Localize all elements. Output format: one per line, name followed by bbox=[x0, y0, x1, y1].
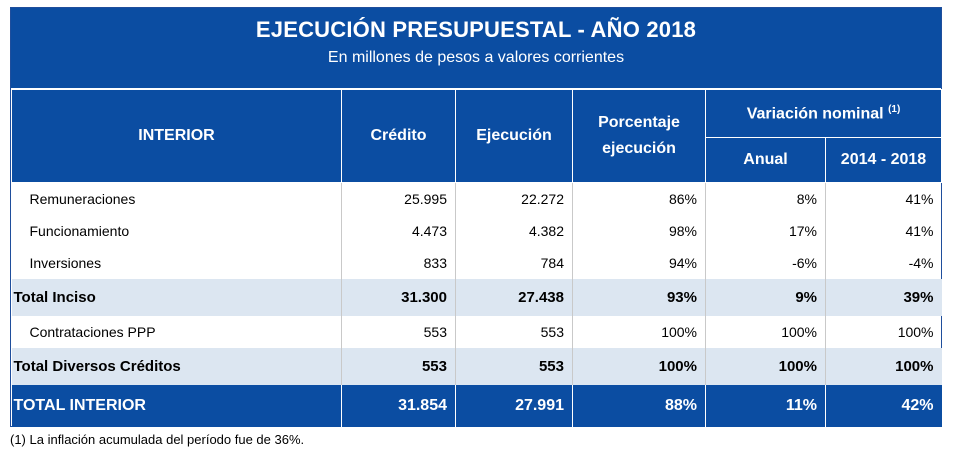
table-row: Inversiones 833 784 94% -6% -4% bbox=[11, 246, 942, 279]
cell-periodo: 100% bbox=[897, 323, 934, 340]
cell-anual: 100% bbox=[705, 347, 826, 385]
cell-periodo: -4% bbox=[908, 254, 934, 271]
header-variacion-label: Variación nominal bbox=[746, 105, 884, 123]
header-anual: Anual bbox=[705, 137, 826, 183]
table-row: Contrataciones PPP 553 553 100% 100% 100… bbox=[11, 315, 942, 348]
grand-total-row: TOTAL INTERIOR 31.854 27.991 88% 11% 42% bbox=[11, 384, 942, 427]
cell-ejecucion: 22.272 bbox=[455, 182, 573, 215]
table-row: Remuneraciones 25.995 22.272 86% 8% 41% bbox=[11, 182, 942, 215]
row-label: Remuneraciones bbox=[11, 182, 342, 215]
row-label: Contrataciones PPP bbox=[11, 315, 342, 348]
cell-ejecucion: 784 bbox=[455, 246, 573, 279]
cell-credito: 31.300 bbox=[341, 278, 456, 316]
cell-porcentaje: 86% bbox=[572, 182, 706, 215]
table-row: Funcionamiento 4.473 4.382 98% 17% 41% bbox=[11, 214, 942, 247]
cell-anual: 100% bbox=[705, 315, 826, 348]
cell-porcentaje: 98% bbox=[572, 214, 706, 247]
cell-credito: 833 bbox=[341, 246, 456, 279]
row-label: Total Inciso bbox=[11, 278, 342, 316]
row-label: Inversiones bbox=[11, 246, 342, 279]
cell-periodo: 42% bbox=[825, 384, 942, 427]
row-label: TOTAL INTERIOR bbox=[11, 384, 342, 427]
cell-periodo: 39% bbox=[825, 278, 942, 316]
budget-table: INTERIOR Crédito Ejecución Porcentaje ej… bbox=[11, 89, 942, 427]
cell-ejecucion: 553 bbox=[455, 347, 573, 385]
row-label: Total Diversos Créditos bbox=[11, 347, 342, 385]
header-periodo: 2014 - 2018 bbox=[825, 137, 942, 183]
cell-credito: 553 bbox=[341, 315, 456, 348]
cell-periodo: 100% bbox=[825, 347, 942, 385]
cell-anual: 8% bbox=[705, 182, 826, 215]
budget-table-frame: EJECUCIÓN PRESUPUESTAL - AÑO 2018 En mil… bbox=[10, 7, 942, 427]
cell-ejecucion: 27.991 bbox=[455, 384, 573, 427]
cell-periodo: 41% bbox=[905, 190, 934, 207]
cell-porcentaje: 100% bbox=[572, 347, 706, 385]
cell-porcentaje: 93% bbox=[572, 278, 706, 316]
total-row: Total Diversos Créditos 553 553 100% 100… bbox=[11, 347, 942, 385]
cell-anual: -6% bbox=[705, 246, 826, 279]
cell-porcentaje: 94% bbox=[572, 246, 706, 279]
table-subtitle: En millones de pesos a valores corriente… bbox=[327, 49, 625, 66]
cell-ejecucion: 553 bbox=[455, 315, 573, 348]
cell-anual: 11% bbox=[705, 384, 826, 427]
cell-credito: 31.854 bbox=[341, 384, 456, 427]
title-band: EJECUCIÓN PRESUPUESTAL - AÑO 2018 En mil… bbox=[11, 8, 941, 88]
cell-credito: 25.995 bbox=[341, 182, 456, 215]
footnote: (1) La inflación acumulada del período f… bbox=[10, 432, 305, 447]
cell-periodo: 41% bbox=[905, 222, 934, 239]
header-porcentaje-label: Porcentaje ejecución bbox=[598, 114, 680, 157]
total-row: Total Inciso 31.300 27.438 93% 9% 39% bbox=[11, 278, 942, 316]
header-variacion-note: (1) bbox=[888, 103, 901, 115]
header-credito: Crédito bbox=[341, 89, 456, 183]
cell-ejecucion: 27.438 bbox=[455, 278, 573, 316]
header-porcentaje: Porcentaje ejecución bbox=[572, 89, 706, 183]
cell-porcentaje: 100% bbox=[572, 315, 706, 348]
header-interior: INTERIOR bbox=[11, 89, 342, 183]
cell-ejecucion: 4.382 bbox=[455, 214, 573, 247]
cell-credito: 553 bbox=[341, 347, 456, 385]
cell-porcentaje: 88% bbox=[572, 384, 706, 427]
header-variacion: Variación nominal (1) bbox=[705, 89, 942, 138]
cell-credito: 4.473 bbox=[341, 214, 456, 247]
cell-anual: 9% bbox=[705, 278, 826, 316]
table-title: EJECUCIÓN PRESUPUESTAL - AÑO 2018 bbox=[255, 17, 697, 42]
row-label: Funcionamiento bbox=[11, 214, 342, 247]
header-ejecucion: Ejecución bbox=[455, 89, 573, 183]
cell-anual: 17% bbox=[705, 214, 826, 247]
